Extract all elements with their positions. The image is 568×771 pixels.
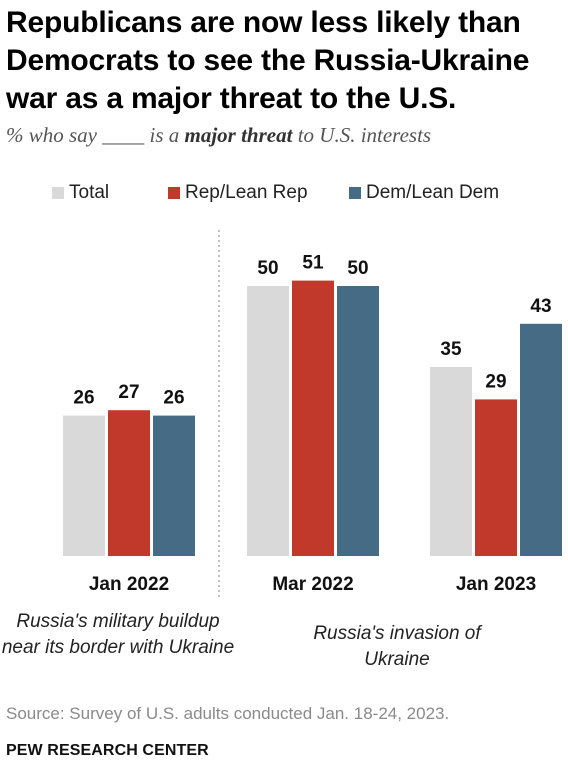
- data-label-total-1: 26: [73, 388, 94, 409]
- legend-item-dem: Dem/Lean Dem: [349, 182, 499, 204]
- subtitle-emphasis: major threat: [184, 123, 293, 147]
- category-label-1: Jan 2022: [89, 574, 169, 595]
- legend-swatch-total: [52, 187, 64, 199]
- category-label-2: Mar 2022: [272, 574, 353, 595]
- bar-rep-3: [475, 399, 517, 556]
- data-label-dem-1: 26: [163, 388, 184, 409]
- bar-rep-1: [108, 410, 150, 556]
- data-label-dem-3: 43: [530, 296, 551, 317]
- bar-dem-1: [153, 415, 195, 556]
- data-label-rep-1: 27: [118, 382, 139, 403]
- bar-rep-2: [292, 280, 334, 556]
- period-label-invasion: Russia's invasion of Ukraine: [313, 623, 481, 670]
- chart-title: Republicans are now less likely than Dem…: [6, 6, 530, 115]
- bar-total-2: [247, 286, 289, 556]
- legend-item-rep: Rep/Lean Rep: [168, 182, 308, 204]
- subtitle-prefix: % who say ____ is a: [6, 123, 180, 147]
- bar-total-3: [430, 367, 472, 556]
- chart-subtitle: % who say ____ is a major threat to U.S.…: [6, 123, 431, 148]
- bar-dem-3: [520, 323, 562, 556]
- subtitle-suffix: to U.S. interests: [297, 123, 432, 147]
- source-note: Source: Survey of U.S. adults conducted …: [6, 704, 450, 723]
- bar-dem-2: [337, 286, 379, 556]
- organization-name: PEW RESEARCH CENTER: [6, 742, 209, 759]
- data-label-rep-2: 51: [302, 253, 324, 274]
- legend-label-dem: Dem/Lean Dem: [366, 182, 500, 203]
- legend-swatch-rep: [168, 187, 180, 199]
- data-label-rep-3: 29: [485, 371, 506, 392]
- chart-legend: Total Rep/Lean Rep Dem/Lean Dem: [0, 182, 568, 212]
- legend-swatch-dem: [349, 187, 361, 199]
- data-label-total-2: 50: [257, 258, 278, 279]
- category-label-3: Jan 2023: [456, 574, 536, 595]
- bar-total-1: [63, 415, 105, 556]
- data-label-total-3: 35: [440, 339, 462, 360]
- data-label-dem-2: 50: [347, 258, 368, 279]
- period-label-buildup: Russia's military buildup near its borde…: [1, 611, 235, 658]
- legend-label-rep: Rep/Lean Rep: [185, 182, 308, 203]
- legend-label-total: Total: [69, 182, 110, 203]
- legend-item-total: Total: [52, 182, 109, 204]
